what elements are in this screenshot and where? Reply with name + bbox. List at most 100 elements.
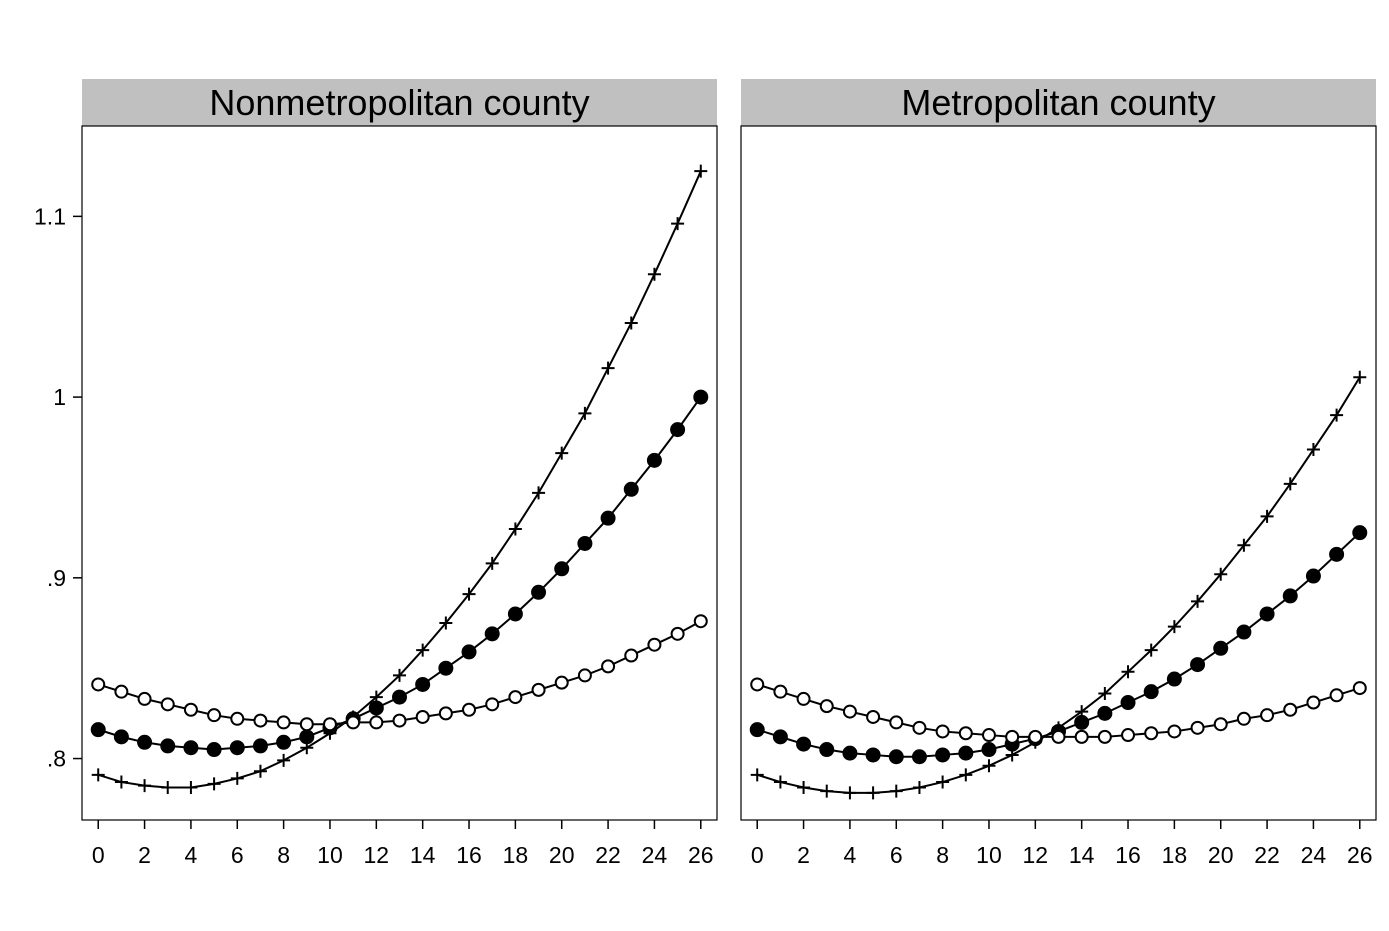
x-tick-label: 10: [317, 842, 343, 868]
data-point-plus: [277, 753, 291, 767]
data-point-filled: [160, 738, 176, 754]
data-point-plus: [253, 764, 267, 778]
x-tick-label: 14: [1069, 842, 1095, 868]
data-point-hollow: [693, 614, 708, 629]
data-point-filled: [299, 729, 315, 745]
x-tick-label: 2: [797, 842, 810, 868]
data-point-hollow: [485, 697, 500, 712]
data-point-hollow: [842, 704, 857, 719]
data-point-plus: [912, 780, 926, 794]
data-point-hollow: [796, 691, 811, 706]
data-point-plus: [936, 775, 950, 789]
data-point-plus: [578, 406, 592, 420]
data-point-filled: [623, 481, 639, 497]
panel-title-strip: [82, 79, 717, 126]
data-point-hollow: [1190, 720, 1205, 735]
data-point-hollow: [207, 708, 222, 723]
series-hollow-circle: [750, 677, 1367, 744]
data-point-filled: [252, 738, 268, 754]
data-point-hollow: [322, 717, 337, 732]
data-point-plus: [1330, 408, 1344, 422]
data-point-plus: [532, 486, 546, 500]
data-point-filled: [1352, 525, 1368, 541]
x-tick-label: 2: [138, 842, 151, 868]
data-point-plus: [393, 668, 406, 682]
data-point-filled: [137, 734, 153, 750]
data-point-hollow: [1121, 728, 1136, 743]
data-point-filled: [958, 745, 974, 761]
data-point-hollow: [624, 648, 639, 663]
data-point-plus: [555, 446, 569, 460]
data-point-plus: [694, 164, 708, 178]
data-point-hollow: [91, 677, 106, 692]
data-point-hollow: [276, 715, 291, 730]
data-point-filled: [1190, 657, 1206, 673]
data-point-filled: [554, 561, 570, 577]
data-point-hollow: [253, 713, 268, 728]
data-point-filled: [796, 736, 812, 752]
data-point-filled: [1074, 714, 1090, 730]
data-point-hollow: [866, 709, 881, 724]
data-point-filled: [276, 734, 292, 750]
x-tick-label: 6: [890, 842, 903, 868]
data-point-filled: [1166, 671, 1182, 687]
data-point-hollow: [935, 724, 950, 739]
data-point-filled: [90, 722, 106, 738]
data-point-filled: [461, 644, 477, 660]
x-tick-label: 18: [1162, 842, 1188, 868]
x-tick-label: 12: [364, 842, 390, 868]
data-point-filled: [368, 700, 384, 716]
data-point-filled: [670, 422, 686, 438]
data-point-hollow: [750, 677, 765, 692]
plot-frame: [740, 125, 1377, 821]
data-point-filled: [842, 745, 858, 761]
data-point-plus: [750, 768, 764, 782]
data-point-plus: [416, 643, 430, 657]
data-point-plus: [1353, 370, 1367, 384]
data-point-plus: [820, 784, 834, 798]
data-point-filled: [819, 742, 835, 758]
data-point-hollow: [601, 659, 616, 674]
data-point-plus: [114, 775, 128, 789]
data-point-plus: [138, 779, 152, 793]
data-point-filled: [392, 689, 407, 705]
data-point-plus: [773, 775, 787, 789]
data-point-hollow: [1167, 724, 1182, 739]
data-point-filled: [911, 749, 927, 765]
data-point-filled: [981, 742, 997, 758]
data-point-plus: [462, 587, 476, 601]
data-point-hollow: [1028, 729, 1043, 744]
data-point-plus: [959, 768, 973, 782]
data-point-plus: [1237, 538, 1251, 552]
data-point-plus: [624, 316, 638, 330]
data-point-hollow: [1260, 708, 1275, 723]
x-tick-label: 14: [410, 842, 436, 868]
x-tick-label: 26: [688, 842, 714, 868]
data-point-filled: [1259, 606, 1275, 622]
data-point-hollow: [114, 684, 129, 699]
x-tick-label: 4: [844, 842, 857, 868]
data-point-plus: [1214, 567, 1228, 581]
data-point-plus: [439, 616, 453, 630]
data-point-hollow: [1051, 729, 1066, 744]
panel-title: Nonmetropolitan county: [209, 82, 589, 123]
data-point-filled: [507, 606, 523, 622]
x-tick-label: 16: [456, 842, 482, 868]
x-tick-label: 4: [185, 842, 198, 868]
data-point-plus: [230, 771, 244, 785]
x-tick-label: 22: [1254, 842, 1280, 868]
data-point-filled: [600, 510, 616, 526]
data-point-hollow: [819, 699, 834, 714]
x-tick-label: 10: [976, 842, 1002, 868]
data-point-plus: [647, 267, 661, 281]
data-point-hollow: [1329, 688, 1344, 703]
data-point-hollow: [230, 711, 245, 726]
data-point-hollow: [670, 626, 685, 641]
x-tick-label: 26: [1347, 842, 1373, 868]
data-point-filled: [484, 626, 500, 642]
data-point-hollow: [1005, 729, 1020, 744]
series-filled-circle: [90, 389, 709, 758]
data-point-plus: [601, 361, 615, 375]
x-tick-label: 24: [642, 842, 668, 868]
